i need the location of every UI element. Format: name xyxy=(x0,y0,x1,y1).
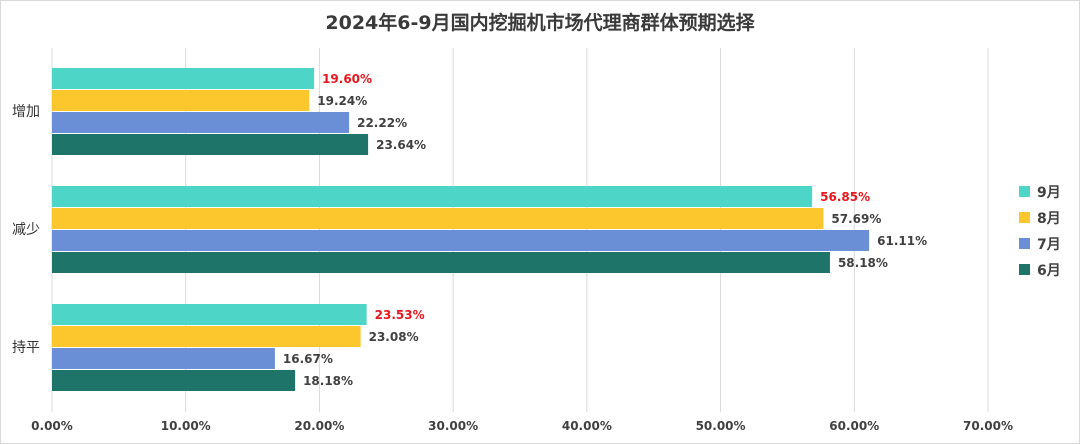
bar xyxy=(52,208,824,229)
legend-label: 6月 xyxy=(1037,263,1061,279)
legend-swatch xyxy=(1019,186,1030,197)
legend-label: 7月 xyxy=(1037,237,1061,253)
bar xyxy=(52,186,813,207)
data-label: 58.18% xyxy=(838,256,888,270)
data-label: 23.08% xyxy=(369,330,419,344)
chart-title: 2024年6-9月国内挖掘机市场代理商群体预期选择 xyxy=(325,12,755,34)
x-tick-label: 50.00% xyxy=(696,419,746,433)
data-label: 16.67% xyxy=(283,352,333,366)
x-tick-label: 10.00% xyxy=(161,419,211,433)
bar xyxy=(52,348,275,369)
category-label: 减少 xyxy=(12,222,40,238)
legend-swatch xyxy=(1019,238,1030,249)
legend: 9月 8月 7月 6月 xyxy=(1019,185,1061,279)
data-label: 19.24% xyxy=(317,94,367,108)
legend-label: 9月 xyxy=(1037,185,1061,201)
data-label: 56.85% xyxy=(820,190,870,204)
bar xyxy=(52,304,367,325)
category-label: 增加 xyxy=(12,104,40,120)
bar xyxy=(52,112,350,133)
x-tick-label: 40.00% xyxy=(562,419,612,433)
bar xyxy=(52,90,310,111)
legend-label: 8月 xyxy=(1037,211,1061,227)
data-label: 23.64% xyxy=(376,138,426,152)
data-label: 57.69% xyxy=(831,212,881,226)
x-tick-label: 0.00% xyxy=(31,419,73,433)
x-tick-label: 30.00% xyxy=(428,419,478,433)
x-tick-label: 70.00% xyxy=(963,419,1013,433)
data-label: 61.11% xyxy=(877,234,927,248)
bar xyxy=(52,252,830,273)
category-label: 持平 xyxy=(12,340,40,356)
x-tick-labels: 0.00% 10.00% 20.00% 30.00% 40.00% 50.00% 60.00… xyxy=(31,419,1013,433)
legend-swatch xyxy=(1019,212,1030,223)
data-label: 23.53% xyxy=(375,308,425,322)
bar xyxy=(52,134,369,155)
value-labels: 19.60% 19.24% 22.22% 23.64% 56.85% 57.69% 61.1… xyxy=(283,72,927,388)
bar xyxy=(52,326,361,347)
x-tick-label: 60.00% xyxy=(829,419,879,433)
data-label: 19.60% xyxy=(322,72,372,86)
data-label: 18.18% xyxy=(303,374,353,388)
legend-swatch xyxy=(1019,264,1030,275)
bar xyxy=(52,230,870,251)
x-tick-label: 20.00% xyxy=(294,419,344,433)
data-label: 22.22% xyxy=(357,116,407,130)
bars xyxy=(52,68,870,391)
bar xyxy=(52,68,315,89)
bar xyxy=(52,370,296,391)
